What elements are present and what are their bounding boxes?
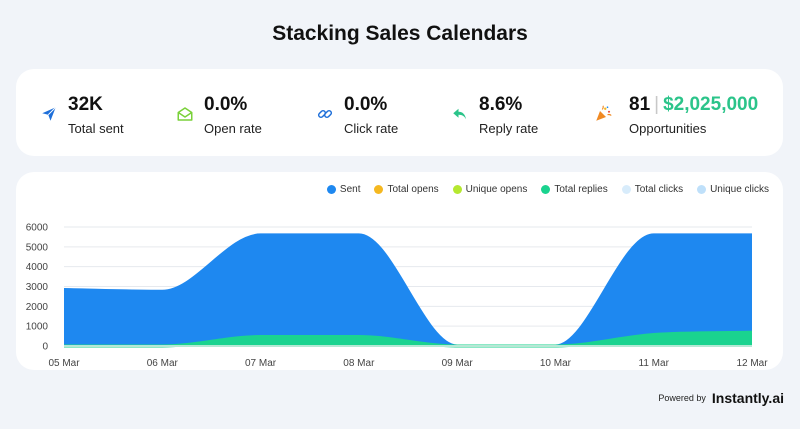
y-tick-label: 3000	[26, 282, 49, 293]
legend-item-sent[interactable]: Sent	[326, 184, 361, 195]
stat-value: 81 | $2,025,000	[629, 94, 758, 116]
party-popper-icon	[596, 105, 612, 121]
y-tick-label: 0	[42, 342, 48, 353]
stat-value: 0.0%	[344, 94, 388, 115]
legend-label: Total opens	[387, 184, 439, 195]
powered-by: Powered by Instantly.ai	[658, 390, 784, 406]
open-envelope-icon	[177, 107, 193, 121]
stat-label: Click rate	[344, 121, 399, 136]
stat-value: 0.0%	[204, 94, 248, 115]
legend-dot	[621, 185, 631, 194]
legend-item-total-replies[interactable]: Total replies	[541, 184, 608, 195]
x-tick-label: 12 Mar	[736, 358, 768, 369]
legend-item-total-opens[interactable]: Total opens	[374, 184, 439, 195]
series-area-total-replies	[64, 332, 752, 346]
legend-label: Total clicks	[634, 184, 684, 195]
legend-dot	[697, 185, 707, 194]
legend-label: Unique clicks	[710, 184, 769, 195]
y-tick-label: 4000	[26, 262, 49, 273]
stat-label: Total sent	[68, 121, 124, 136]
chart-legend: Sent Total opens Unique opens Total replies…	[326, 184, 769, 195]
x-tick-label: 07 Mar	[245, 358, 277, 369]
stat-value: 8.6%	[479, 94, 523, 115]
link-icon	[317, 109, 333, 119]
legend-dot	[326, 185, 336, 194]
brand-logo[interactable]: Instantly.ai	[711, 390, 784, 406]
legend-label: Unique opens	[465, 184, 528, 195]
x-tick-label: 11 Mar	[639, 358, 670, 369]
y-tick-label: 2000	[26, 302, 49, 313]
x-tick-label: 06 Mar	[147, 358, 179, 369]
opportunities-amount: $2,025,000	[663, 94, 759, 115]
y-tick-label: 6000	[26, 223, 49, 234]
legend-label: Total replies	[554, 184, 608, 195]
opportunities-count: 81	[629, 94, 651, 115]
stat-value: 32K	[68, 94, 103, 115]
stat-label: Open rate	[204, 121, 262, 136]
powered-by-label: Powered by	[658, 393, 706, 403]
legend-item-unique-clicks[interactable]: Unique clicks	[697, 184, 769, 195]
chart-card: 0 1000 2000 3000 4000 5000 6000 05 Mar 06 Mar 07 …	[16, 172, 783, 370]
x-tick-label: 10 Mar	[540, 358, 572, 369]
y-tick-label: 5000	[26, 242, 49, 253]
stat-label: Opportunities	[629, 121, 707, 136]
y-tick-label: 1000	[26, 322, 49, 333]
legend-dot	[374, 185, 384, 194]
series-line-sent	[63, 233, 752, 348]
legend-dot	[452, 185, 462, 194]
paper-plane-icon	[42, 106, 57, 121]
reply-arrow-icon	[453, 108, 466, 120]
legend-item-unique-opens[interactable]: Unique opens	[452, 184, 528, 195]
x-tick-label: 08 Mar	[343, 358, 375, 369]
stat-label: Reply rate	[479, 121, 539, 136]
x-tick-label: 05 Mar	[48, 358, 80, 369]
x-tick-label: 09 Mar	[442, 358, 474, 369]
legend-label: Sent	[339, 184, 361, 195]
separator: |	[654, 94, 660, 115]
legend-dot	[541, 185, 551, 194]
legend-item-total-clicks[interactable]: Total clicks	[621, 184, 684, 195]
area-chart: 0 1000 2000 3000 4000 5000 6000 05 Mar 06 Mar 07 …	[26, 223, 768, 370]
stats-card: 32K Total sent 0.0% Open rate 0.0% Click…	[16, 69, 783, 156]
page-title: Stacking Sales Calendars	[272, 22, 528, 45]
